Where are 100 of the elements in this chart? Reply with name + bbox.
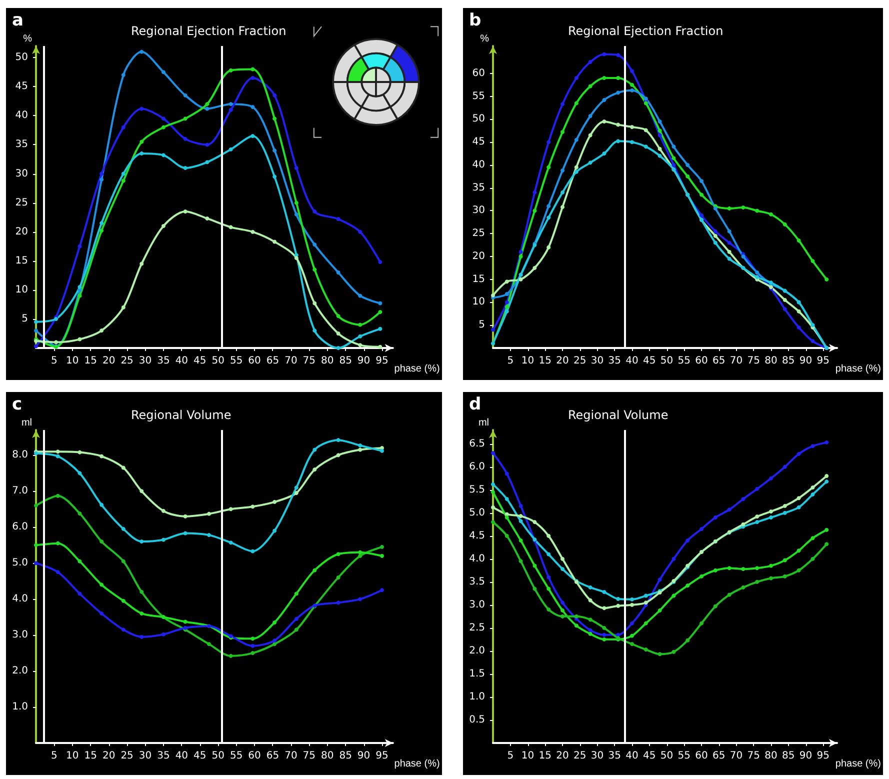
x-tick-label: 75 [302,356,316,366]
point [741,567,746,572]
x-tick-label: 30 [138,750,152,762]
point [228,102,233,106]
x-tick-label: 80 [764,750,778,762]
y-tick-label: 4.0 [12,594,28,605]
point [588,618,592,622]
point [34,328,38,333]
point [602,632,606,637]
point [504,512,509,516]
x-tick-label: 35 [608,356,621,366]
point [532,564,537,568]
point [700,526,704,531]
point [518,277,523,282]
point [518,559,523,564]
point [630,642,634,646]
point [380,448,384,453]
y-tick-label: 55 [472,90,485,102]
point [686,584,690,588]
point [546,140,551,144]
point [336,600,340,605]
y-tick-label: 20 [472,250,485,262]
y-tick-label: 1.5 [469,668,485,680]
point [796,568,801,572]
point [602,590,606,594]
point [78,244,82,248]
point [34,504,38,508]
point [630,88,634,92]
point [504,534,509,538]
y-tick-label: 4.0 [469,553,485,564]
x-tick-label: 25 [120,356,134,366]
x-axis-title: phase (%) [835,364,881,374]
point [727,508,732,512]
point [588,133,592,138]
point [796,548,801,553]
x-tick-label: 45 [194,750,206,762]
y-tick-label: 3.5 [469,576,485,588]
point [491,482,495,486]
point [782,222,787,226]
point [140,489,144,494]
point [602,626,606,630]
point [588,84,592,88]
point [727,206,732,210]
x-tick-label: 65 [266,356,280,366]
point [78,450,82,454]
point [532,208,537,213]
point [630,69,634,74]
point [546,608,551,612]
x-tick-label: 95 [376,750,388,762]
point [644,594,648,598]
point [630,621,634,626]
point [228,654,233,658]
x-tick-label: 85 [339,356,352,366]
y-tick-label: 5 [478,320,485,331]
point [380,554,384,558]
point [560,567,564,572]
x-tick-label: 30 [138,356,152,366]
point [272,116,277,121]
point [782,510,787,515]
point [741,522,746,526]
point [602,606,606,610]
point [250,104,255,109]
point [272,148,277,153]
y-tick-label: 45 [15,81,28,92]
point [140,140,144,144]
point [713,234,718,238]
point [713,604,718,608]
x-tick-label: 85 [339,750,352,762]
point [100,228,104,233]
point [161,538,166,542]
point [658,146,662,151]
y-tick-label: 40 [472,159,485,170]
point [796,496,801,500]
point [602,152,606,156]
y-tick-label: 35 [472,182,485,194]
y-tick-label: 1.0 [469,691,485,702]
point [810,492,815,496]
point [588,114,592,118]
point [824,480,829,484]
point [207,512,211,516]
point [741,206,746,210]
y-tick-label: 25 [15,197,28,208]
point [616,596,620,601]
point [228,225,233,230]
point [294,628,298,632]
point [602,637,606,642]
point [228,540,233,545]
point [312,568,317,572]
point [727,256,732,261]
x-tick-label: 70 [284,750,298,762]
point [336,552,340,556]
point [272,528,277,533]
point [616,90,620,95]
point [686,174,690,178]
point [686,538,690,542]
point [518,504,523,508]
point [644,128,648,132]
point [336,314,340,318]
point [121,628,126,632]
point [546,204,551,208]
